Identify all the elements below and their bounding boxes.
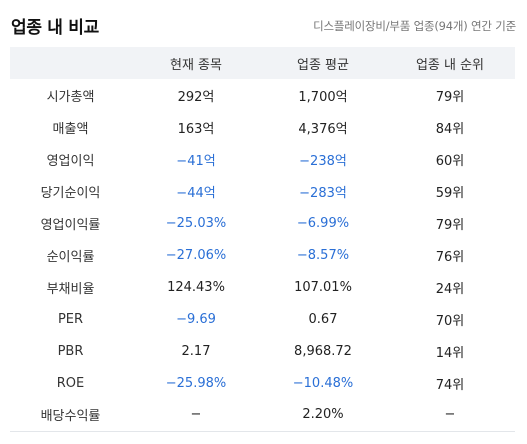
table-row: 영업이익 −41억 −238억 60위: [10, 143, 515, 175]
current-value: 163억: [177, 121, 215, 137]
current-value: −: [131, 399, 261, 432]
rank-value: 14위: [435, 345, 465, 361]
average-value: −283억: [299, 185, 347, 201]
average-value: 107.01%: [294, 279, 352, 295]
current-value: −41억: [176, 153, 216, 169]
row-label: PBR: [57, 343, 84, 359]
row-label: 순이익률: [46, 249, 95, 265]
panel-title: 업종 내 비교: [11, 18, 99, 38]
average-value: 1,700억: [298, 89, 348, 105]
row-label: 영업이익률: [40, 217, 101, 233]
table-row: 시가총액 292억 1,700억 79위: [10, 79, 515, 111]
current-value: 124.43%: [167, 279, 225, 295]
rank-value: −: [385, 399, 515, 432]
header-cell-average: 업종 평균: [297, 57, 349, 73]
current-value: 292억: [177, 89, 215, 105]
row-label: 부채비율: [46, 281, 95, 297]
table-row: 순이익률 −27.06% −8.57% 76위: [10, 239, 515, 271]
row-label: 영업이익: [46, 153, 95, 169]
table-row: 배당수익률 −2.20% −: [10, 399, 515, 432]
table-row: PER −9.69 0.67 70위: [10, 303, 515, 335]
comparison-table: 현재 종목 업종 평균 업종 내 순위 시가총액 292억 1,700억 79위 매출액…: [10, 47, 515, 432]
average-value: 0.67: [308, 311, 338, 327]
table-row: 부채비율 124.43% 107.01% 24위: [10, 271, 515, 303]
row-label: 시가총액: [46, 89, 95, 105]
rank-value: 60위: [435, 153, 465, 169]
average-value: −6.99%: [296, 215, 350, 231]
rank-value: 74위: [435, 377, 465, 393]
average-value: −238억: [299, 153, 347, 169]
current-value: −25.03%: [165, 215, 227, 231]
table-row: 당기순이익 −44억 −283억 59위: [10, 175, 515, 207]
panel-subtitle: 디스플레이장비/부품 업종(94개) 연간 기준: [313, 19, 516, 33]
header-cell-blank: [10, 47, 131, 79]
rank-value: 59위: [435, 185, 465, 201]
rank-value: 76위: [435, 249, 465, 265]
table-row: 매출액 163억 4,376억 84위: [10, 111, 515, 143]
table-header-row: 현재 종목 업종 평균 업종 내 순위: [10, 47, 515, 79]
table-row: PBR 2.17 8,968.72 14위: [10, 335, 515, 367]
rank-value: 79위: [435, 217, 465, 233]
header-cell-current: 현재 종목: [170, 57, 222, 73]
average-value: 8,968.72: [294, 343, 352, 359]
rank-value: 70위: [435, 313, 465, 329]
row-label: 매출액: [52, 121, 89, 137]
row-label: 당기순이익: [40, 185, 101, 201]
panel-header: 업종 내 비교 디스플레이장비/부품 업종(94개) 연간 기준: [0, 0, 527, 48]
rank-value: 79위: [435, 89, 465, 105]
current-value: 2.17: [181, 343, 211, 359]
rank-value: 84위: [435, 121, 465, 137]
row-label: PER: [57, 311, 84, 327]
row-label: ROE: [56, 375, 85, 391]
current-value: −25.98%: [165, 375, 227, 391]
average-value: 2.20%: [261, 399, 385, 432]
row-label: 배당수익률: [10, 399, 131, 432]
average-value: −8.57%: [296, 247, 350, 263]
average-value: −10.48%: [292, 375, 354, 391]
current-value: −27.06%: [165, 247, 227, 263]
table-row: ROE −25.98% −10.48% 74위: [10, 367, 515, 399]
average-value: 4,376억: [298, 121, 348, 137]
current-value: −44억: [176, 185, 216, 201]
current-value: −9.69: [176, 311, 216, 327]
header-cell-rank: 업종 내 순위: [415, 57, 485, 73]
table-row: 영업이익률 −25.03% −6.99% 79위: [10, 207, 515, 239]
rank-value: 24위: [435, 281, 465, 297]
